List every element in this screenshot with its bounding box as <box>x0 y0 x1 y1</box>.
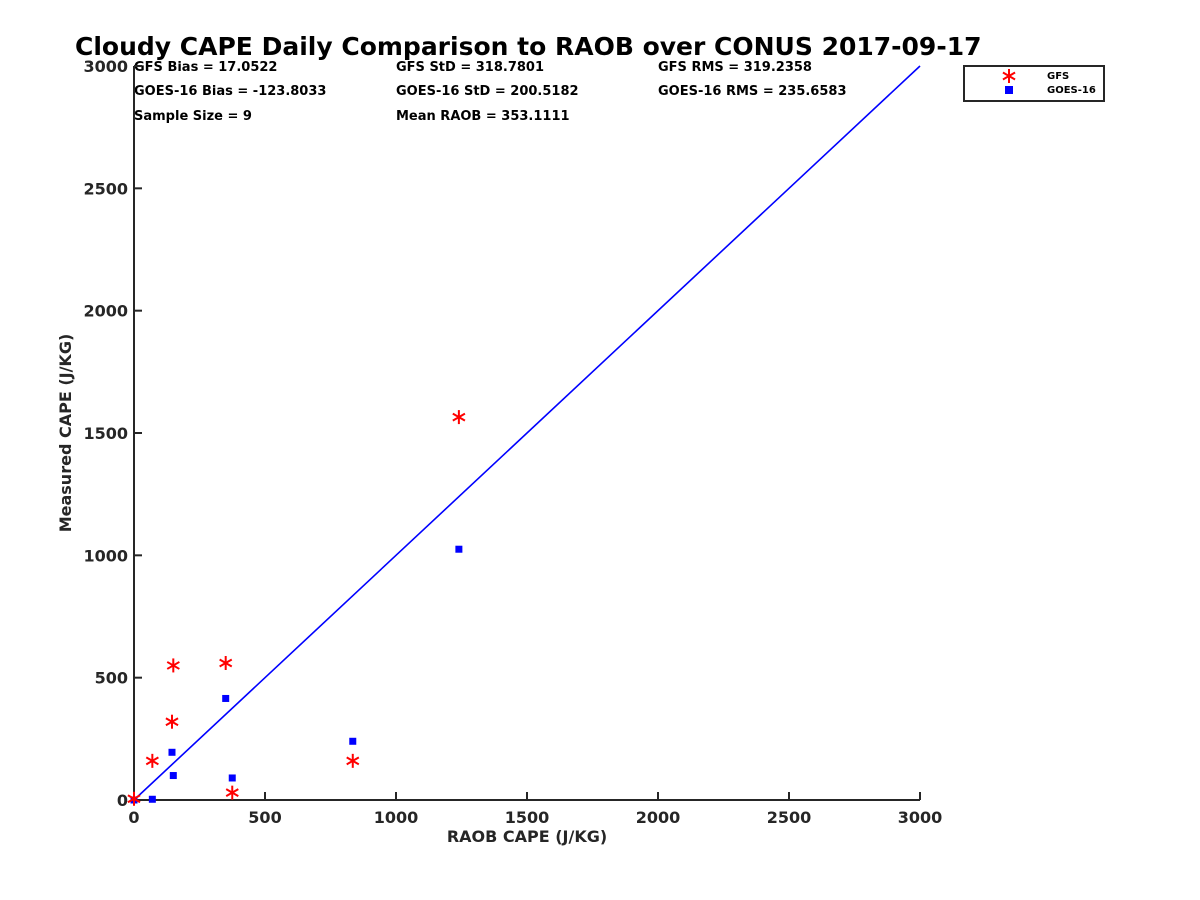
x-tick-label: 3000 <box>898 808 943 827</box>
y-tick-label: 2000 <box>83 302 128 321</box>
chart-title: Cloudy CAPE Daily Comparison to RAOB ove… <box>75 32 981 61</box>
gfs-point <box>225 785 239 800</box>
stat-goes-bias: GOES-16 Bias = -123.8033 <box>134 84 326 99</box>
y-tick-label: 1000 <box>83 546 128 565</box>
stat-mean-raob: Mean RAOB = 353.1111 <box>396 109 570 124</box>
stat-gfs-rms: GFS RMS = 319.2358 <box>658 60 812 75</box>
legend-box <box>963 65 1105 102</box>
stat-goes-rms: GOES-16 RMS = 235.6583 <box>658 84 847 99</box>
legend-gfs-asterisk <box>1002 69 1016 83</box>
goes-16-point <box>349 737 357 745</box>
x-axis-label: RAOB CAPE (J/KG) <box>447 827 607 846</box>
x-tick-label: 0 <box>128 808 139 827</box>
stat-sample-size: Sample Size = 9 <box>134 109 252 124</box>
series-goes-16 <box>130 545 463 804</box>
stat-gfs-std: GFS StD = 318.7801 <box>396 60 544 75</box>
gfs-point <box>145 753 159 768</box>
stats-block: GFS Bias = 17.0522 GFS StD = 318.7801 GF… <box>134 60 847 124</box>
y-tick-label: 0 <box>117 791 128 810</box>
gfs-point <box>219 655 233 670</box>
one-to-one-line <box>133 65 921 801</box>
x-tick-label: 500 <box>248 808 281 827</box>
gfs-point <box>166 658 180 673</box>
goes-16-point <box>169 772 177 780</box>
y-tick-label: 1500 <box>83 424 128 443</box>
series-gfs <box>127 410 466 806</box>
y-tick-label: 2500 <box>83 179 128 198</box>
legend-gfs-marker <box>1002 69 1016 83</box>
legend: GFS GOES-16 <box>963 65 1105 102</box>
goes-16-point <box>148 795 156 803</box>
goes-16-point <box>222 694 230 702</box>
legend-label-goes: GOES-16 <box>1047 85 1096 96</box>
y-ticks: 0 500 1000 1500 2000 2500 3000 <box>83 57 142 810</box>
gfs-point <box>452 410 466 425</box>
stat-gfs-bias: GFS Bias = 17.0522 <box>134 60 277 75</box>
x-ticks: 0 500 1000 1500 2000 2500 3000 <box>128 792 942 827</box>
gfs-point <box>346 753 360 768</box>
x-tick-label: 2500 <box>767 808 812 827</box>
y-tick-label: 500 <box>95 669 128 688</box>
stat-goes-std: GOES-16 StD = 200.5182 <box>396 84 579 99</box>
x-tick-label: 2000 <box>636 808 681 827</box>
gfs-point <box>127 791 141 806</box>
y-tick-label: 3000 <box>83 57 128 76</box>
x-tick-label: 1000 <box>374 808 419 827</box>
goes-16-point <box>228 774 236 782</box>
goes-16-point <box>168 748 176 756</box>
goes-16-point <box>455 545 463 553</box>
legend-label-gfs: GFS <box>1047 71 1069 82</box>
legend-goes-marker <box>1005 86 1013 94</box>
x-tick-label: 1500 <box>505 808 550 827</box>
y-axis-label: Measured CAPE (J/KG) <box>56 334 75 533</box>
gfs-point <box>165 714 179 729</box>
